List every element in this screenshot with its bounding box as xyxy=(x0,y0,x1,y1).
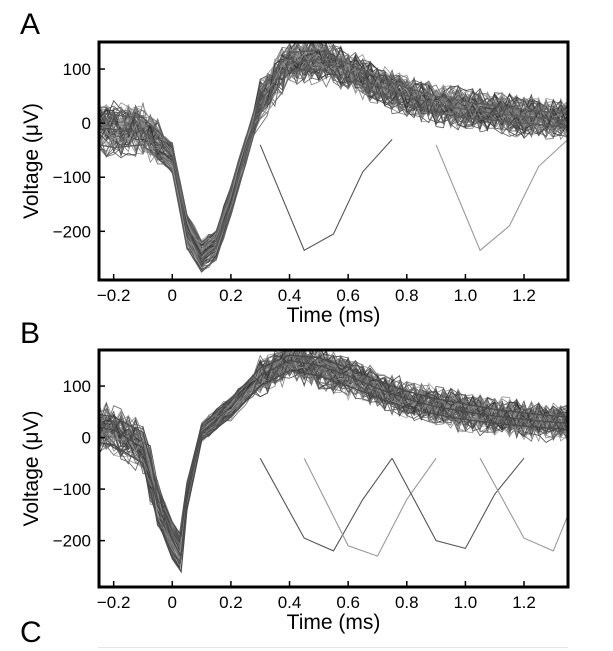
panel-b-x-tick-label: 1.0 xyxy=(454,593,478,612)
panel-a-x-tick-label: 0.2 xyxy=(219,286,243,305)
panel-label-a: A xyxy=(20,8,41,41)
panel-label-c: C xyxy=(20,616,42,649)
panel-b-x-tick-label: 0.4 xyxy=(278,593,302,612)
panel-b-waveform-trace xyxy=(99,350,568,556)
panel-a-series-line-2 xyxy=(99,49,568,244)
panel-b-waveform-trace xyxy=(99,350,568,539)
panel-a-outlier-trace xyxy=(435,138,568,252)
panel-b-x-tick-label: 1.2 xyxy=(512,593,536,612)
panel-b-x-tick-label: 0.8 xyxy=(395,593,419,612)
panel-b-waveform-trace xyxy=(99,350,568,540)
panel-label-b: B xyxy=(20,317,41,350)
panel-b-series-line-2 xyxy=(99,354,568,538)
panel-a-x-tick-label: 0.6 xyxy=(336,286,360,305)
panel-b-y-tick-label: 100 xyxy=(63,377,91,396)
panel-a-outlier-trace xyxy=(259,139,393,252)
panel-b-waveform-trace xyxy=(99,350,568,542)
panel-a-x-tick-label: 1.2 xyxy=(512,286,536,305)
panel-a-series-line-1 xyxy=(99,58,568,260)
panel-b-x-tick-label: 0.6 xyxy=(336,593,360,612)
panel-b-plot-area xyxy=(99,350,568,574)
panel-a-waveform-trace xyxy=(99,53,568,263)
panel-a-x-tick-label: 0.8 xyxy=(395,286,419,305)
panel-b-series-line-3 xyxy=(99,369,568,574)
panel-a-x-tick-label: 1.0 xyxy=(454,286,478,305)
panel-a-waveform-trace xyxy=(99,52,568,256)
panel-b-y-tick-label: −200 xyxy=(53,532,91,551)
panel-a-x-tick-label: 0 xyxy=(168,286,177,305)
panel-b-x-axis-label: Time (ms) xyxy=(287,611,381,634)
panel-a-axes-frame xyxy=(97,40,570,282)
panel-c-divider xyxy=(98,647,568,648)
panel-b-waveform-trace xyxy=(99,350,568,535)
panel-b-x-tick-label: 0.2 xyxy=(219,593,243,612)
panel-b-x-tick-label: −0.2 xyxy=(97,593,131,612)
panel-b-outlier-trace xyxy=(391,457,525,550)
panel-b-y-tick-label: 0 xyxy=(82,429,91,448)
panel-b-outlier-trace xyxy=(259,457,393,552)
panel-a-x-tick-label: −0.2 xyxy=(97,286,131,305)
panel-a-x-tick-label: 0.4 xyxy=(278,286,302,305)
panel-a-y-tick-label: −100 xyxy=(53,168,91,187)
panel-b-y-tick-label: −100 xyxy=(53,480,91,499)
panel-a-y-axis-label: Voltage (μV) xyxy=(20,103,43,219)
panel-a-y-tick-label: −200 xyxy=(53,222,91,241)
panel-b-series-line-1 xyxy=(99,359,568,559)
panel-b-x-tick-label: 0 xyxy=(168,593,177,612)
panel-b-outlier-trace xyxy=(479,457,568,552)
panel-b-y-axis-label: Voltage (μV) xyxy=(20,411,43,527)
panel-b-outlier-trace xyxy=(303,457,437,557)
panel-a-y-tick-label: 0 xyxy=(82,114,91,133)
panel-a-plot-area xyxy=(99,42,568,273)
panel-b-axes-frame xyxy=(97,348,570,589)
panel-b-waveform-trace xyxy=(99,350,568,560)
panel-a-x-axis-label: Time (ms) xyxy=(287,304,381,327)
panel-a-series-line-3 xyxy=(99,68,568,273)
panel-a-y-tick-label: 100 xyxy=(63,60,91,79)
